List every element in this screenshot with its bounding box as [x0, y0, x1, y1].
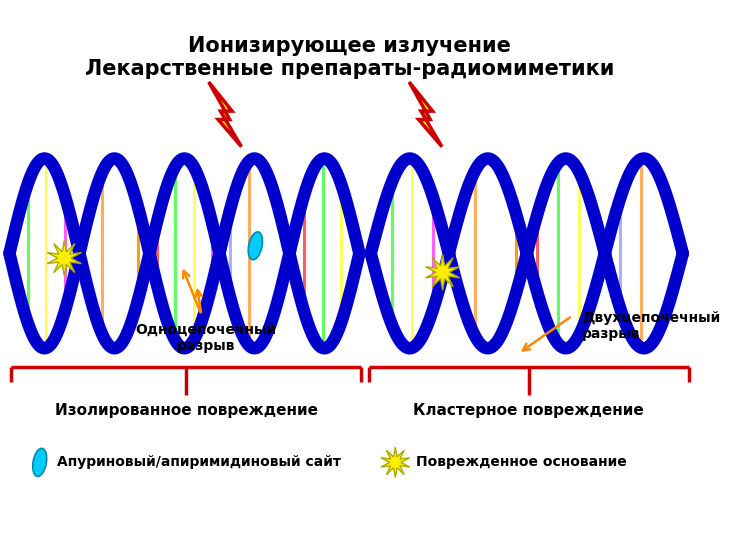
- Polygon shape: [409, 82, 442, 147]
- Polygon shape: [425, 254, 460, 290]
- Polygon shape: [209, 82, 241, 147]
- Text: Двухцепочечный
разрыв: Двухцепочечный разрыв: [582, 311, 720, 341]
- Polygon shape: [47, 240, 81, 276]
- Text: Лекарственные препараты-радиомиметики: Лекарственные препараты-радиомиметики: [85, 59, 615, 79]
- Text: Одноцепочечный
разрыв: Одноцепочечный разрыв: [135, 322, 277, 352]
- Ellipse shape: [248, 232, 263, 260]
- Polygon shape: [381, 447, 410, 477]
- Text: Изолированное повреждение: Изолированное повреждение: [55, 403, 317, 418]
- Text: Ионизирующее излучение: Ионизирующее излучение: [189, 36, 511, 56]
- Text: Поврежденное основание: Поврежденное основание: [416, 456, 627, 470]
- Text: Апуриновый/апиримидиновый сайт: Апуриновый/апиримидиновый сайт: [57, 456, 340, 470]
- Ellipse shape: [33, 448, 47, 476]
- Text: Кластерное повреждение: Кластерное повреждение: [414, 403, 644, 418]
